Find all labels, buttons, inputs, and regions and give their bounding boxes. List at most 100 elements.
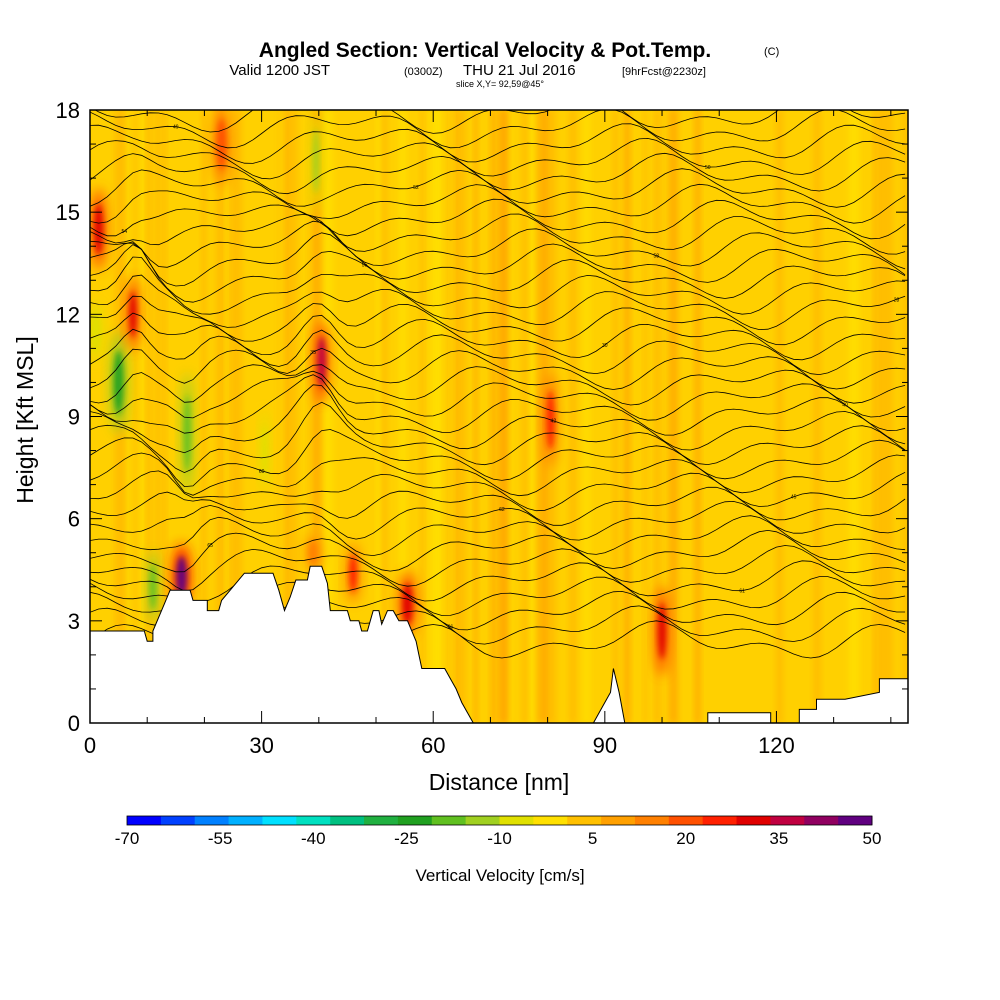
colorbar-tick-label: -70 bbox=[115, 829, 140, 848]
pot-temp-contour bbox=[90, 137, 906, 180]
colorbar-swatch bbox=[364, 816, 399, 825]
colorbar-swatch bbox=[702, 816, 738, 825]
velocity-streak bbox=[311, 110, 322, 723]
x-axis-label: Distance [nm] bbox=[429, 769, 570, 795]
colorbar-label: Vertical Velocity [cm/s] bbox=[415, 866, 584, 885]
colorbar-swatch bbox=[431, 816, 467, 825]
pot-temp-contour bbox=[90, 183, 906, 224]
pot-temp-contours: 656661656245604240353028555854525049 bbox=[90, 110, 906, 663]
contour-label: 45 bbox=[791, 495, 797, 501]
velocity-streak bbox=[489, 110, 494, 723]
valid-time-label: Valid 1200 JST bbox=[229, 62, 330, 79]
colorbar-swatch bbox=[634, 816, 670, 825]
colorbar-tick-label: -40 bbox=[301, 829, 326, 848]
velocity-streak bbox=[201, 110, 207, 723]
velocity-streak bbox=[494, 110, 498, 723]
pot-temp-contour bbox=[90, 295, 906, 346]
velocity-streak bbox=[473, 110, 478, 723]
chart-title-unit: (C) bbox=[764, 46, 779, 58]
colorbar-swatch bbox=[804, 816, 839, 825]
colorbar-swatch bbox=[194, 816, 230, 825]
velocity-streak bbox=[163, 110, 168, 723]
colorbar-swatch bbox=[838, 816, 873, 825]
pot-temp-contour bbox=[90, 560, 906, 604]
velocity-streak bbox=[278, 110, 285, 723]
pot-temp-contour bbox=[90, 110, 906, 149]
velocity-streak bbox=[643, 110, 649, 723]
velocity-streak bbox=[813, 110, 821, 723]
pot-temp-contour bbox=[90, 515, 906, 557]
contour-label: 60 bbox=[259, 469, 265, 475]
pot-temp-contour bbox=[90, 347, 906, 390]
y-tick-label: 3 bbox=[68, 609, 80, 634]
velocity-streak bbox=[668, 110, 679, 723]
x-tick-label: 30 bbox=[249, 733, 273, 758]
colorbar-swatch bbox=[296, 816, 331, 825]
velocity-streak bbox=[521, 110, 528, 723]
velocity-streak bbox=[500, 110, 509, 723]
pot-temp-contour bbox=[90, 364, 906, 406]
y-tick-label: 12 bbox=[56, 302, 80, 327]
downdraft-core bbox=[149, 563, 157, 610]
contour-label: 62 bbox=[499, 507, 505, 513]
pot-temp-contour bbox=[94, 110, 906, 134]
velocity-streak bbox=[453, 110, 466, 723]
contour-label: 55 bbox=[362, 263, 368, 269]
contour-label: 61 bbox=[739, 589, 745, 595]
updraft-core bbox=[308, 539, 319, 566]
pot-temp-contour bbox=[90, 274, 906, 331]
pot-temp-contour bbox=[90, 168, 906, 208]
velocity-streak bbox=[229, 110, 243, 723]
colorbar-swatch bbox=[228, 816, 263, 825]
velocity-streak bbox=[132, 110, 140, 723]
colorbar-tick-label: -55 bbox=[208, 829, 233, 848]
colorbar-swatch bbox=[601, 816, 636, 825]
downdraft-core bbox=[92, 312, 100, 351]
pot-temp-contour bbox=[90, 152, 906, 195]
velocity-streak bbox=[429, 110, 433, 723]
velocity-streak bbox=[398, 110, 407, 723]
valid-utc-label: (0300Z) bbox=[404, 66, 443, 78]
colorbar-tick-label: 50 bbox=[863, 829, 882, 848]
colorbar-frame bbox=[126, 815, 873, 826]
downdraft-core bbox=[113, 350, 124, 415]
pot-temp-contour bbox=[90, 198, 906, 240]
contour-label: 66 bbox=[448, 625, 454, 631]
colorbar-tick-label: 5 bbox=[588, 829, 597, 848]
pot-temp-contour bbox=[90, 256, 906, 315]
velocity-streak bbox=[623, 110, 631, 723]
contour-label: 35 bbox=[310, 350, 316, 356]
y-tick-label: 9 bbox=[68, 405, 80, 430]
velocity-streak bbox=[651, 110, 662, 723]
colorbar-swatch bbox=[533, 816, 568, 825]
updraft-core bbox=[402, 583, 413, 625]
colorbar-swatch bbox=[262, 816, 297, 825]
pot-temp-contour bbox=[90, 470, 906, 512]
velocity-streak bbox=[569, 110, 577, 723]
colorbar-swatch bbox=[330, 816, 365, 825]
pot-temp-contour bbox=[90, 328, 906, 376]
x-tick-label: 0 bbox=[84, 733, 96, 758]
y-tick-label: 15 bbox=[56, 200, 80, 225]
chart-title: Angled Section: Vertical Velocity & Pot.… bbox=[259, 39, 711, 62]
updraft-core bbox=[216, 118, 227, 170]
contour-label: 54 bbox=[122, 229, 128, 235]
colorbar-swatch bbox=[668, 816, 704, 825]
pot-temp-contour bbox=[90, 370, 906, 421]
pot-temp-contour bbox=[90, 401, 906, 474]
pot-temp-contour bbox=[90, 232, 906, 287]
velocity-streaks bbox=[114, 110, 908, 723]
x-tick-label: 90 bbox=[593, 733, 617, 758]
colorbar-swatch bbox=[499, 816, 534, 825]
y-tick-label: 0 bbox=[68, 711, 80, 736]
updraft-core bbox=[349, 553, 358, 593]
pot-temp-contour bbox=[90, 213, 906, 255]
pot-temp-contour bbox=[90, 545, 906, 592]
pot-temp-contour bbox=[90, 452, 906, 497]
velocity-streak bbox=[153, 110, 165, 723]
velocity-streak bbox=[881, 110, 893, 723]
velocity-streak bbox=[322, 110, 334, 723]
velocity-streak bbox=[775, 110, 784, 723]
pot-temp-contour bbox=[90, 500, 906, 541]
velocity-streak bbox=[612, 110, 619, 723]
